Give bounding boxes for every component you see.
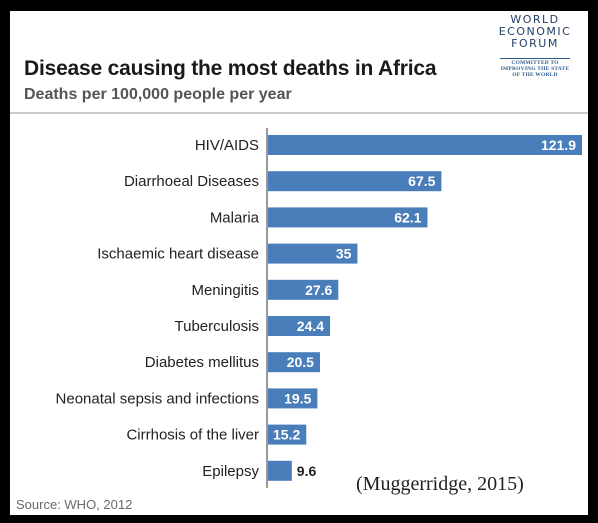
bar (268, 352, 320, 373)
data-label: 121.9 (541, 137, 576, 153)
category-label: Diarrhoeal Diseases (124, 173, 259, 190)
bar (268, 135, 582, 155)
category-label: Ischaemic heart disease (97, 246, 259, 263)
category-label: Cirrhosis of the liver (126, 427, 259, 444)
logo-tagline-3: OF THE WORLD (512, 72, 558, 78)
category-label: Malaria (210, 209, 260, 226)
chart-title: Disease causing the most deaths in Afric… (24, 57, 437, 80)
bar (268, 207, 428, 228)
source-note: Source: WHO, 2012 (16, 497, 133, 512)
data-label: 15.2 (273, 427, 300, 443)
bar (268, 424, 307, 445)
category-label: Diabetes mellitus (145, 354, 259, 371)
logo-word-2: ECONOMIC (498, 25, 572, 38)
logo-word-3: FORUM (511, 37, 559, 50)
category-label: Tuberculosis (175, 318, 259, 335)
category-label: Neonatal sepsis and infections (56, 390, 259, 407)
bar (268, 279, 339, 300)
data-label: 62.1 (394, 209, 421, 225)
logo-divider (500, 58, 570, 59)
data-label: 24.4 (297, 318, 324, 334)
data-label: 9.6 (297, 463, 317, 479)
chart-card: WORLD ECONOMIC FORUM COMMITTED TO IMPROV… (10, 11, 588, 515)
category-label: HIV/AIDS (195, 137, 259, 154)
logo-tagline-2: IMPROVING THE STATE (500, 66, 570, 72)
logo-tagline-1: COMMITTED TO (511, 60, 559, 66)
bar (268, 171, 442, 192)
bar-chart: HIV/AIDS 121.9 Diarrhoeal Diseases 67.5 Mala… (56, 128, 582, 488)
data-label: 19.5 (284, 390, 311, 406)
bar (268, 460, 292, 481)
wef-logo: WORLD ECONOMIC FORUM COMMITTED TO IMPROV… (492, 14, 578, 106)
title-divider (10, 112, 588, 114)
logo-word-1: WORLD (510, 13, 560, 26)
bar (268, 243, 358, 264)
citation: (Muggerridge, 2015) (356, 473, 524, 495)
bar (268, 316, 331, 336)
data-label: 20.5 (287, 354, 314, 370)
category-label: Meningitis (191, 282, 259, 299)
data-label: 67.5 (408, 173, 435, 189)
category-label: Epilepsy (202, 463, 259, 480)
data-label: 27.6 (305, 282, 332, 298)
data-label: 35 (336, 246, 352, 262)
bar (268, 388, 318, 409)
chart-subtitle: Deaths per 100,000 people per year (24, 86, 292, 103)
